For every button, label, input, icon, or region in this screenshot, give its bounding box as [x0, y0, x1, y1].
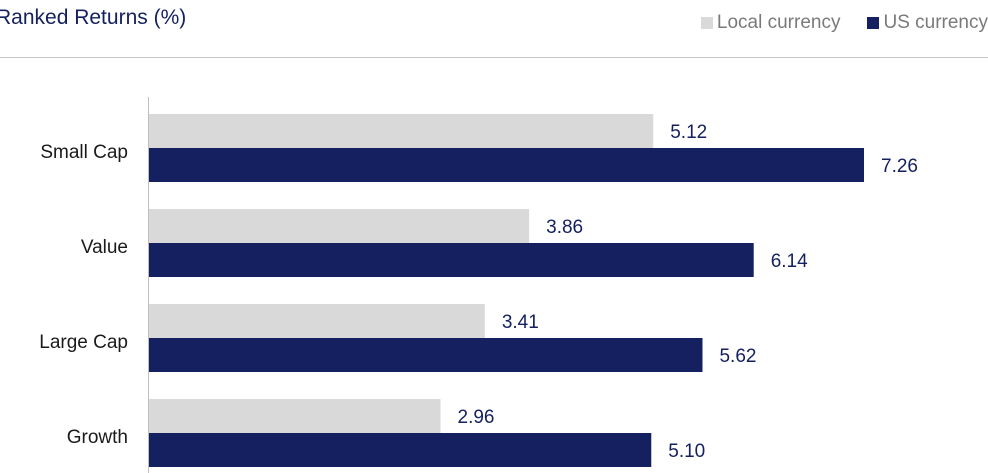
- value-label-us-currency-value: 6.14: [771, 251, 808, 272]
- chart-title: Ranked Returns (%): [0, 6, 187, 29]
- bar-us-currency-value: [149, 243, 754, 277]
- legend-label-us-currency: US currency: [883, 12, 988, 33]
- legend-swatch-local-currency: [700, 17, 713, 29]
- legend: Local currency US currency: [674, 12, 988, 34]
- legend-swatch-us-currency: [867, 17, 880, 29]
- legend-item-local-currency: Local currency: [700, 12, 841, 34]
- value-label-us-currency-large-cap: 5.62: [719, 346, 756, 367]
- value-label-us-currency-growth: 5.10: [668, 441, 705, 462]
- category-label-small-cap: Small Cap: [40, 142, 128, 163]
- value-label-local-currency-large-cap: 3.41: [502, 312, 539, 333]
- bar-local-currency-value: [149, 209, 530, 243]
- category-label-value: Value: [81, 237, 128, 258]
- bar-us-currency-small-cap: [149, 148, 864, 182]
- value-label-us-currency-small-cap: 7.26: [881, 156, 918, 177]
- bar-local-currency-growth: [149, 399, 441, 433]
- bar-local-currency-large-cap: [149, 304, 485, 338]
- category-label-large-cap: Large Cap: [39, 332, 128, 353]
- value-label-local-currency-value: 3.86: [546, 217, 583, 238]
- legend-label-local-currency: Local currency: [716, 12, 841, 33]
- bar-us-currency-large-cap: [149, 338, 703, 372]
- bar-us-currency-growth: [149, 433, 652, 467]
- legend-item-us-currency: US currency: [867, 12, 988, 34]
- header-divider: [0, 57, 988, 58]
- category-label-growth: Growth: [67, 427, 128, 448]
- bar-local-currency-small-cap: [149, 114, 654, 148]
- value-label-local-currency-small-cap: 5.12: [670, 122, 707, 143]
- value-label-local-currency-growth: 2.96: [458, 407, 495, 428]
